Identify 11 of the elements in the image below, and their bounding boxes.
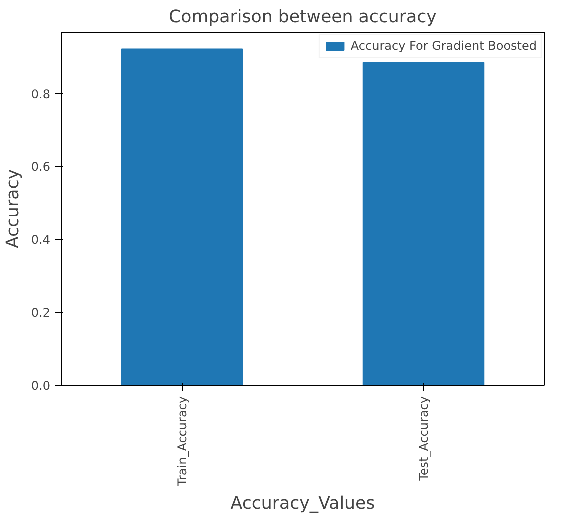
y-tick-label: 0.0 bbox=[31, 379, 51, 393]
x-tick-label: Test_Accuracy bbox=[416, 396, 431, 482]
y-axis-title: Accuracy bbox=[3, 169, 24, 249]
x-tick-label: Train_Accuracy bbox=[175, 396, 190, 488]
y-tick-label: 0.4 bbox=[31, 233, 51, 248]
chart-title: Comparison between accuracy bbox=[169, 8, 437, 28]
y-tick-label: 0.6 bbox=[31, 160, 51, 174]
x-axis-title: Accuracy_Values bbox=[230, 494, 376, 514]
y-tick-label: 0.2 bbox=[31, 306, 51, 320]
y-tick-label: 0.8 bbox=[31, 87, 51, 102]
legend-label: Accuracy For Gradient Boosted bbox=[350, 39, 537, 53]
